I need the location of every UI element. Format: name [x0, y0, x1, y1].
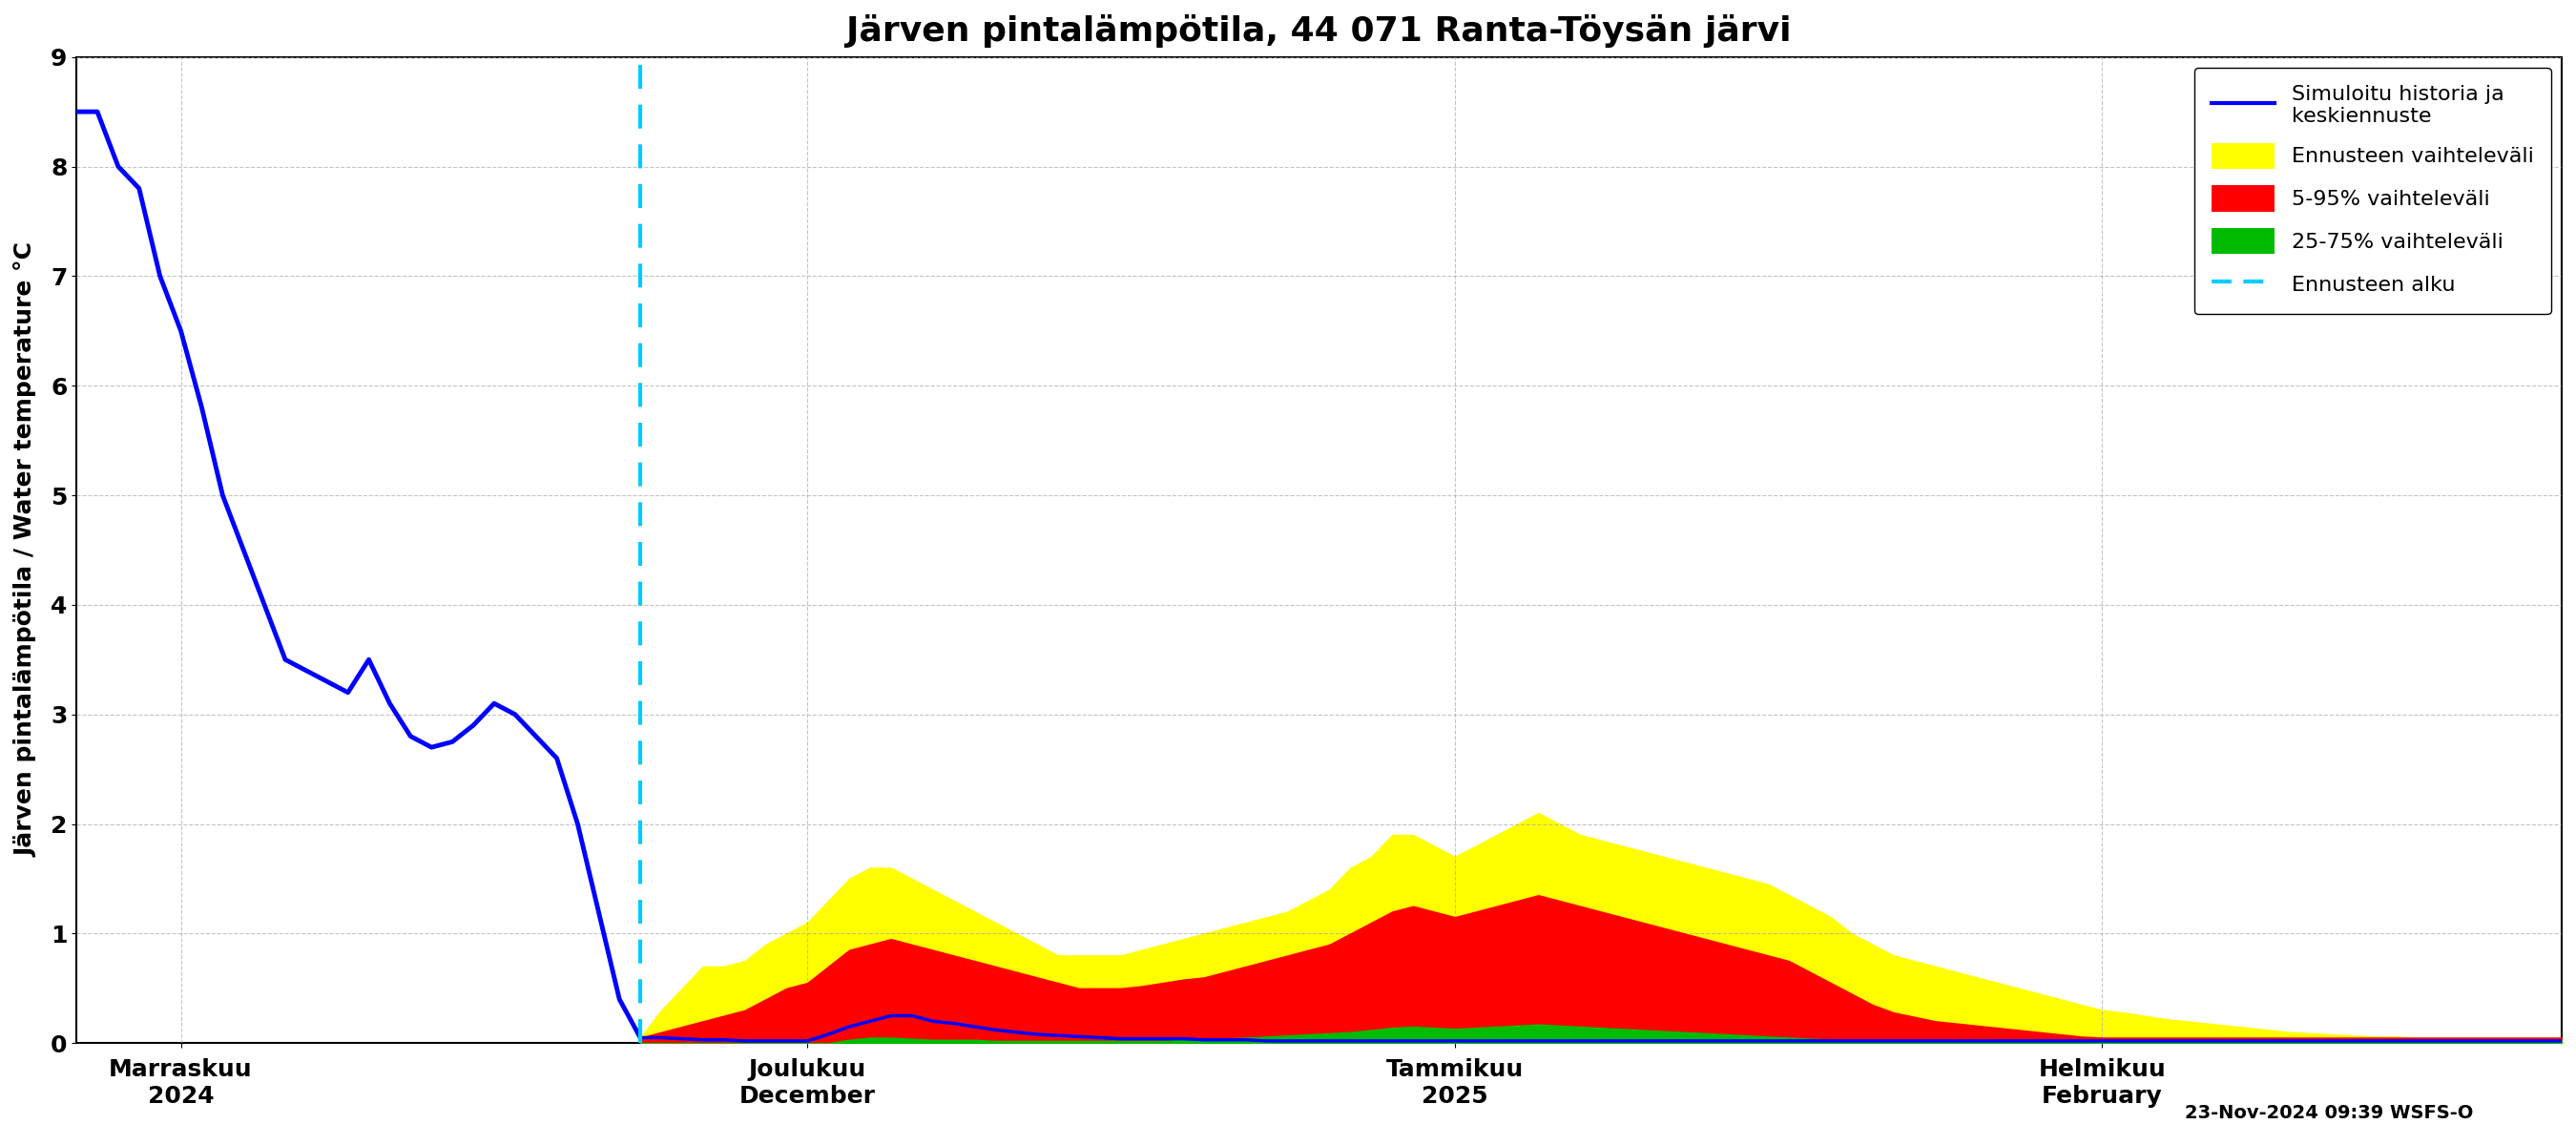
Y-axis label: Järven pintalämpötila / Water temperature °C: Järven pintalämpötila / Water temperatur…: [15, 243, 36, 858]
Title: Järven pintalämpötila, 44 071 Ranta-Töysän järvi: Järven pintalämpötila, 44 071 Ranta-Töys…: [848, 14, 1790, 48]
Legend: Simuloitu historia ja
keskiennuste, Ennusteen vaihteleväli, 5-95% vaihteleväli, : Simuloitu historia ja keskiennuste, Ennu…: [2195, 68, 2550, 314]
Text: 23-Nov-2024 09:39 WSFS-O: 23-Nov-2024 09:39 WSFS-O: [2184, 1104, 2473, 1122]
